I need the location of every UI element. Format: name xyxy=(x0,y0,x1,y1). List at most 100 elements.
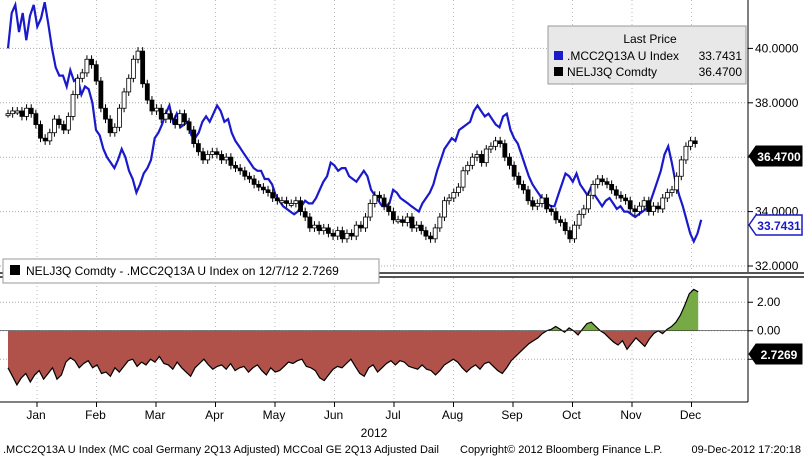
candle-body xyxy=(604,181,610,185)
candle-body xyxy=(84,58,90,74)
candle-body xyxy=(483,148,489,164)
x-tick-label: May xyxy=(263,408,286,422)
candle-body xyxy=(655,205,661,210)
candle-body xyxy=(214,151,220,155)
candle-body xyxy=(386,205,392,213)
candle-body xyxy=(502,143,508,158)
candle-body xyxy=(79,72,85,79)
candle-body xyxy=(576,213,582,226)
candle-body xyxy=(627,200,633,210)
candle-body xyxy=(404,216,410,223)
candle-body xyxy=(274,197,280,202)
candle-body xyxy=(24,107,29,117)
lower-legend-background xyxy=(2,258,380,284)
candle-body xyxy=(65,116,71,131)
candle-body xyxy=(493,140,498,147)
upper-y-tick-label: 40.0000 xyxy=(755,41,799,55)
candle-body xyxy=(534,203,540,207)
x-axis-year-label: 2012 xyxy=(361,426,388,440)
candle-body xyxy=(414,224,420,229)
candle-body xyxy=(28,107,34,115)
candle-body xyxy=(293,200,299,204)
candle-body xyxy=(507,156,512,166)
candle-body xyxy=(377,194,382,199)
x-tick-label: Oct xyxy=(562,408,581,422)
candle-body xyxy=(358,224,364,229)
candle-body xyxy=(669,189,675,193)
candle-body xyxy=(103,107,108,120)
upper-y-tick-label: 32.0000 xyxy=(755,259,799,273)
lower-panel: 2.000.00-2.00 NELJ3Q Comdty - .MCC2Q13A … xyxy=(0,258,803,402)
candle-body xyxy=(135,50,141,60)
lower-legend-label: NELJ3Q Comdty - .MCC2Q13A U Index on 12/… xyxy=(26,264,339,278)
candle-body xyxy=(558,219,563,223)
candle-body xyxy=(409,216,415,229)
legend-series-value-mcc: 33.7431 xyxy=(699,49,743,63)
candle-body xyxy=(562,222,568,232)
legend-swatch-nel xyxy=(554,67,563,76)
candle-body xyxy=(195,143,201,153)
candle-body xyxy=(219,154,224,161)
footer-source-text: .MCC2Q13A U Index (MC coal Germany 2Q13 … xyxy=(3,444,439,456)
candle-body xyxy=(553,211,559,221)
legend-title: Last Price xyxy=(623,32,677,46)
candle-body xyxy=(335,230,341,237)
candle-body xyxy=(474,154,480,158)
candle-body xyxy=(525,189,531,202)
candle-body xyxy=(349,232,355,237)
candle-body xyxy=(182,113,187,123)
candle-body xyxy=(228,156,234,166)
candle-body xyxy=(47,132,53,142)
candle-body xyxy=(590,183,596,196)
candle-body xyxy=(279,200,285,204)
candle-body xyxy=(395,219,401,223)
price-tag-nel-text: 36.4700 xyxy=(757,150,801,164)
candle-body xyxy=(288,203,294,206)
candle-body xyxy=(200,151,206,161)
candle-body xyxy=(516,175,522,185)
candle-body xyxy=(442,200,447,218)
price-tag-mcc-shape xyxy=(748,214,803,236)
candle-body xyxy=(19,110,25,117)
candle-body xyxy=(302,211,308,218)
candle-body xyxy=(126,77,132,93)
candle-body xyxy=(172,118,178,125)
candle-body xyxy=(418,224,424,232)
candle-body xyxy=(456,186,461,193)
candle-body xyxy=(98,80,104,109)
candle-body xyxy=(581,208,587,215)
spread-line xyxy=(7,288,699,387)
x-tick-label: Sep xyxy=(501,408,523,422)
candle-body xyxy=(339,230,345,240)
candle-body xyxy=(497,140,503,145)
candle-body xyxy=(237,167,243,172)
x-tick-label: Jun xyxy=(324,408,343,422)
candle-body xyxy=(683,145,689,161)
candle-body xyxy=(154,107,159,112)
candle-body xyxy=(14,110,20,114)
candle-body xyxy=(637,205,642,213)
candle-body xyxy=(367,203,373,218)
x-tick-label: Jan xyxy=(26,408,45,422)
candle-body xyxy=(298,200,303,213)
candle-body xyxy=(93,64,99,82)
candle-body xyxy=(521,183,526,191)
candle-body xyxy=(460,170,466,188)
candle-body xyxy=(209,151,215,155)
lower-legend-swatch xyxy=(10,265,20,275)
candle-body xyxy=(270,192,276,199)
candle-body xyxy=(423,230,429,237)
candle-body xyxy=(641,200,647,207)
candle-body xyxy=(144,83,150,101)
candle-body xyxy=(363,216,368,229)
candle-body xyxy=(5,113,11,117)
candle-body xyxy=(330,232,336,237)
candle-body xyxy=(660,197,666,210)
lower-y-tick-label: 2.00 xyxy=(757,295,781,309)
candle-body xyxy=(33,113,39,125)
footer: .MCC2Q13A U Index (MC coal Germany 2Q13 … xyxy=(3,444,801,456)
candle-body xyxy=(247,175,252,180)
candle-body xyxy=(544,197,550,210)
legend-series-name-mcc: .MCC2Q13A U Index xyxy=(567,49,679,63)
candle-body xyxy=(646,200,652,213)
